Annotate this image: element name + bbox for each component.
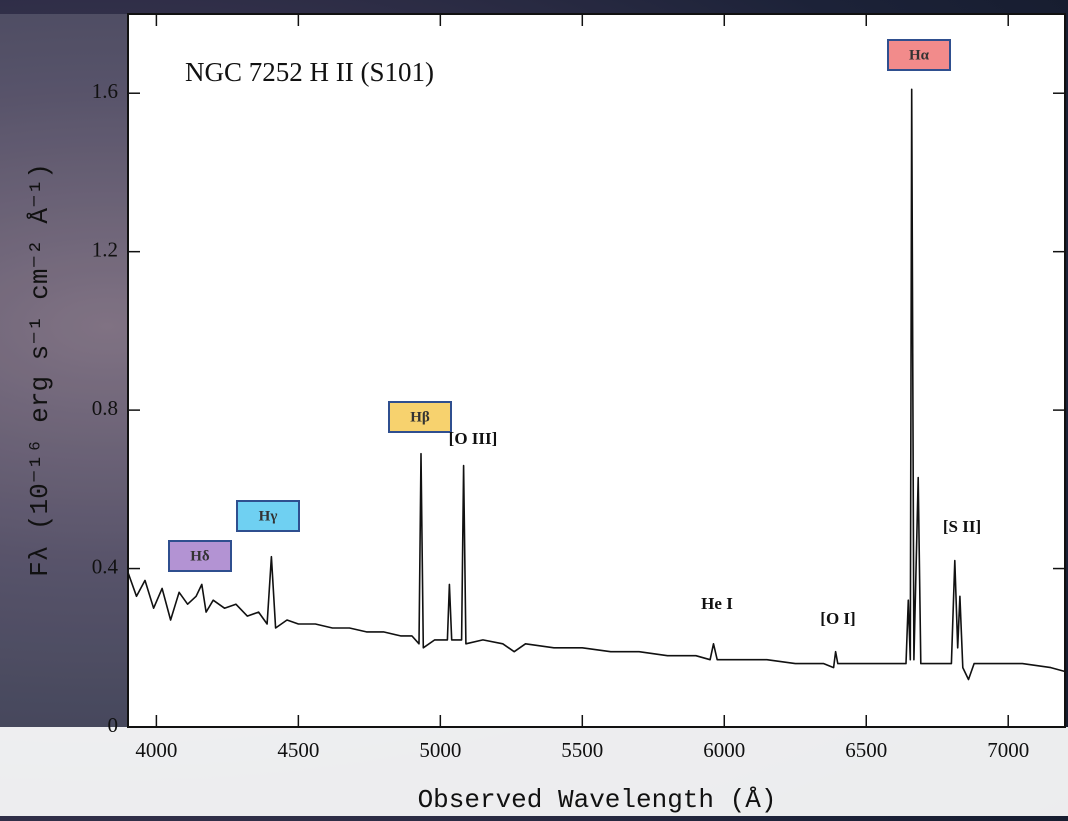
line-label: Hα <box>909 47 930 63</box>
x-tick-label: 6000 <box>703 738 745 762</box>
y-axis-band <box>0 14 128 727</box>
x-axis-band <box>0 727 1068 816</box>
y-tick-label: 0.8 <box>92 396 118 420</box>
x-tick-label: 5500 <box>561 738 603 762</box>
line-label-box <box>236 500 300 532</box>
line-label: [O III] <box>449 429 498 448</box>
x-tick-label: 5000 <box>419 738 461 762</box>
plot-area <box>128 14 1065 727</box>
chart-title: NGC 7252 H II (S101) <box>185 57 434 87</box>
line-label: [S II] <box>943 517 981 536</box>
line-label: He I <box>701 594 733 613</box>
line-label: Hδ <box>190 548 210 564</box>
y-tick-label: 0 <box>108 713 119 737</box>
x-tick-label: 6500 <box>845 738 887 762</box>
line-label: Hβ <box>410 409 430 425</box>
line-label-box <box>887 39 951 71</box>
y-tick-label: 0.4 <box>92 554 119 578</box>
spectrum-line <box>127 88 1066 681</box>
y-tick-label: 1.6 <box>92 79 118 103</box>
x-tick-label: 4500 <box>277 738 319 762</box>
x-tick-label: 7000 <box>987 738 1029 762</box>
line-label-box <box>168 540 232 572</box>
y-tick-label: 1.2 <box>92 237 118 261</box>
x-axis-label: Observed Wavelength (Å) <box>418 785 777 815</box>
line-label: Hγ <box>259 508 278 524</box>
y-axis-label: Fλ (10⁻¹⁶ erg s⁻¹ cm⁻² Å⁻¹) <box>25 163 55 577</box>
line-label-box <box>388 401 452 433</box>
plot-frame <box>127 13 1066 728</box>
x-tick-label: 4000 <box>135 738 177 762</box>
line-label: [O I] <box>820 609 855 628</box>
